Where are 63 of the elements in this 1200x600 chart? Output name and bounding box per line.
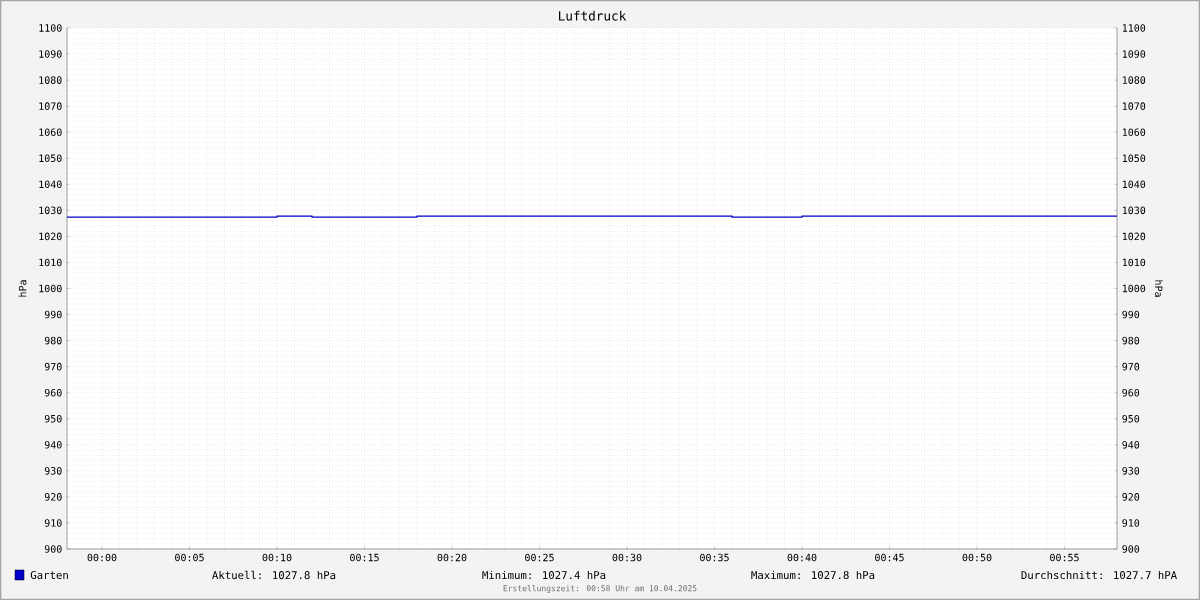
y2-tick-label: 1100 xyxy=(1122,24,1146,32)
y2-tick-label: 950 xyxy=(1122,414,1140,423)
y2-tick-label: 1080 xyxy=(1122,76,1146,84)
y2-tick-label: 910 xyxy=(1122,519,1140,527)
legend-label: Garten xyxy=(30,570,68,580)
x-tick-label: 00:25 xyxy=(525,553,554,562)
y2-tick-label: 940 xyxy=(1122,441,1140,449)
y-tick-label: 1070 xyxy=(39,102,62,110)
x-tick-label: 00:55 xyxy=(1050,553,1079,562)
y-tick-label: 980 xyxy=(44,336,62,345)
x-tick-label: 00:40 xyxy=(787,553,817,562)
y2-axis-title: hPa xyxy=(1154,280,1163,297)
y2-tick-label: 1090 xyxy=(1122,50,1146,58)
y-tick-label: 1080 xyxy=(39,76,62,84)
y2-tick-label: 920 xyxy=(1122,493,1140,501)
x-tick-label: 00:50 xyxy=(962,553,992,562)
x-tick-label: 00:35 xyxy=(700,553,729,562)
x-tick-label: 00:45 xyxy=(875,553,904,562)
y2-tick-label: 900 xyxy=(1122,545,1140,553)
y-tick-label: 1100 xyxy=(39,24,62,32)
chart-title: Luftdruck xyxy=(559,10,627,21)
y-tick-label: 960 xyxy=(44,388,62,397)
text: Aktuell: 1027.8 hPa xyxy=(212,570,336,580)
y-tick-label: 970 xyxy=(44,362,62,371)
y2-tick-label: 1060 xyxy=(1122,128,1146,136)
y2-tick-label: 1040 xyxy=(1122,180,1146,189)
x-tick-label: 00:15 xyxy=(350,553,379,562)
y2-tick-label: 1030 xyxy=(1122,206,1146,215)
y2-tick-label: 1000 xyxy=(1122,284,1146,293)
y2-tick-label: 930 xyxy=(1122,467,1140,475)
y-axis-title: hPa xyxy=(18,280,27,297)
y2-tick-label: 960 xyxy=(1122,388,1140,397)
y-tick-label: 910 xyxy=(44,519,62,527)
text: Minimum: 1027.4 hPa xyxy=(482,570,606,580)
y2-tick-label: 1070 xyxy=(1122,102,1146,110)
y-tick-label: 1090 xyxy=(39,50,62,58)
y-tick-label: 990 xyxy=(44,310,62,319)
y-tick-label: 1050 xyxy=(39,154,62,163)
x-tick-label: 00:30 xyxy=(612,553,642,562)
y2-tick-label: 1010 xyxy=(1122,258,1146,267)
y2-tick-label: 970 xyxy=(1122,362,1140,371)
x-tick-label: 00:20 xyxy=(437,553,467,562)
y-tick-label: 940 xyxy=(44,441,62,449)
y-tick-label: 1000 xyxy=(39,284,62,293)
y-tick-label: 1060 xyxy=(39,128,62,136)
y2-tick-label: 1020 xyxy=(1122,232,1146,241)
text: Maximum: 1027.8 hPa xyxy=(751,570,875,580)
y-tick-label: 950 xyxy=(44,414,62,423)
y-tick-label: 920 xyxy=(44,493,62,501)
y2-tick-label: 1050 xyxy=(1122,154,1146,163)
y-tick-label: 1030 xyxy=(39,206,62,215)
y-tick-label: 1010 xyxy=(39,258,62,267)
y-tick-label: 900 xyxy=(44,545,62,553)
y-tick-label: 1020 xyxy=(39,232,62,241)
x-tick-label: 00:10 xyxy=(262,553,292,562)
y2-tick-label: 990 xyxy=(1122,310,1140,319)
y-tick-label: 1040 xyxy=(39,180,62,189)
text: Durchschnitt: 1027.7 hPA xyxy=(1021,570,1177,580)
text: Erstellungszeit: 00:58 Uhr am 10.04.2025 xyxy=(503,585,697,593)
x-tick-label: 00:05 xyxy=(175,553,204,562)
y-tick-label: 930 xyxy=(44,467,62,475)
x-tick-label: 00:00 xyxy=(87,553,117,562)
y2-tick-label: 980 xyxy=(1122,336,1140,345)
